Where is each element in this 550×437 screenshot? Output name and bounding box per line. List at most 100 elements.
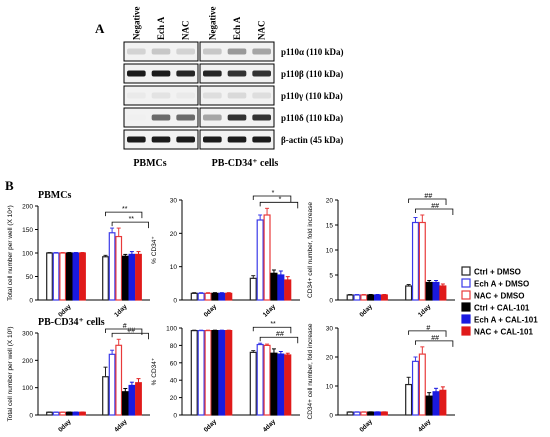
bar bbox=[277, 274, 285, 301]
y-tick-label: 150 bbox=[22, 227, 33, 234]
y-tick-label: 200 bbox=[22, 204, 33, 211]
significance-bracket bbox=[415, 340, 454, 347]
blot-band bbox=[127, 136, 146, 143]
bar bbox=[432, 391, 440, 416]
bar bbox=[135, 253, 142, 301]
legend-label: Ech A + CAL-101 bbox=[474, 316, 538, 325]
blot-band bbox=[252, 114, 271, 121]
blot-band bbox=[227, 92, 247, 99]
blot-band bbox=[127, 48, 146, 55]
bar bbox=[135, 382, 142, 416]
bar bbox=[418, 353, 426, 416]
bar bbox=[346, 294, 354, 301]
bar bbox=[115, 344, 123, 416]
y-axis-label: % CD34⁺ bbox=[151, 236, 158, 264]
bar bbox=[284, 354, 292, 416]
chart-3: 0 100 200 300 Total cell number per well (X … bbox=[7, 323, 150, 434]
bar bbox=[218, 330, 226, 416]
y-axis-label: % CD34⁺ bbox=[151, 358, 158, 386]
protein-label: p110α (110 kDa) bbox=[281, 47, 344, 57]
blot-band bbox=[127, 70, 146, 77]
y-tick-label: 0 bbox=[29, 298, 33, 305]
blot-band bbox=[176, 48, 195, 55]
chart-2: 0 5 10 15 20 CD34+ cell number, fold increase… bbox=[307, 193, 455, 319]
significance-bracket bbox=[408, 330, 447, 337]
blot-band bbox=[252, 48, 271, 55]
protein-label: p110γ (110 kDa) bbox=[281, 91, 343, 101]
blot-band bbox=[203, 48, 222, 55]
bar bbox=[346, 411, 354, 416]
bar bbox=[79, 411, 86, 416]
bar bbox=[263, 214, 271, 301]
y-tick-label: 15 bbox=[326, 223, 334, 230]
blot-band bbox=[176, 136, 195, 143]
blot-band bbox=[203, 114, 222, 121]
chart-0: 0 50 100 150 200 Total cell number per well (… bbox=[7, 204, 150, 319]
significance-label: ** bbox=[122, 206, 128, 213]
y-tick-label: 20 bbox=[170, 231, 178, 238]
significance-label: ** bbox=[129, 216, 135, 223]
group-label-pbmc: PBMCs bbox=[133, 158, 166, 169]
bar bbox=[197, 292, 205, 301]
bar bbox=[121, 391, 129, 416]
bar bbox=[405, 383, 413, 416]
blot-band bbox=[151, 48, 171, 55]
lane-header: Ech A bbox=[156, 16, 166, 40]
row-title-cd34: PB-CD34⁺ cells bbox=[38, 317, 105, 328]
y-tick-label: 10 bbox=[326, 384, 334, 391]
bar bbox=[225, 292, 233, 301]
blot-band bbox=[203, 92, 222, 99]
western-blots bbox=[123, 41, 275, 150]
bar bbox=[115, 235, 123, 301]
protein-labels: p110α (110 kDa) p110β (110 kDa) p110γ (110… bbox=[281, 47, 344, 145]
x-tick-label: 0day bbox=[358, 418, 374, 434]
lane-header: NAC bbox=[181, 21, 191, 41]
blot-band bbox=[227, 136, 247, 143]
bar bbox=[263, 344, 271, 416]
row-title-pbmc: PBMCs bbox=[38, 190, 71, 201]
y-tick-label: 20 bbox=[326, 198, 334, 205]
y-axis-label: CD34+ cell number, fold increase bbox=[307, 323, 314, 419]
bar bbox=[374, 294, 382, 301]
x-tick-label: 4day bbox=[417, 418, 433, 434]
significance-bracket bbox=[111, 221, 149, 229]
y-tick-label: 100 bbox=[22, 251, 33, 258]
bar bbox=[353, 294, 361, 301]
bar bbox=[353, 411, 361, 416]
lane-header: Negative bbox=[131, 7, 141, 41]
bar bbox=[128, 253, 136, 301]
legend-swatch bbox=[461, 326, 471, 336]
y-axis-label: Total cell number per well (X 10³) bbox=[7, 326, 14, 421]
significance-label: # bbox=[123, 323, 127, 330]
y-tick-label: 20 bbox=[326, 355, 334, 362]
y-tick-label: 60 bbox=[170, 360, 178, 367]
blot-band bbox=[227, 114, 247, 121]
bar bbox=[102, 376, 109, 416]
blot-band bbox=[151, 114, 171, 121]
significance-label: * bbox=[272, 190, 275, 197]
panel-a-label: A bbox=[95, 21, 105, 36]
significance-bracket bbox=[408, 198, 447, 205]
significance-label: ## bbox=[276, 331, 284, 338]
significance-label: ## bbox=[431, 203, 439, 210]
bar bbox=[46, 411, 53, 416]
blot-band bbox=[203, 136, 222, 143]
bar bbox=[204, 292, 212, 301]
blot-band bbox=[127, 114, 146, 121]
protein-label: p110β (110 kDa) bbox=[281, 69, 343, 79]
blot-band bbox=[252, 136, 271, 143]
blot-band bbox=[176, 70, 195, 77]
lane-header: NAC bbox=[257, 21, 267, 41]
bar bbox=[65, 411, 73, 416]
bar bbox=[204, 330, 212, 416]
y-tick-label: 10 bbox=[326, 248, 334, 255]
bar bbox=[360, 294, 368, 301]
bar bbox=[59, 411, 67, 416]
bar bbox=[249, 277, 257, 301]
y-tick-label: 10 bbox=[170, 264, 178, 271]
x-tick-label: 0day bbox=[203, 303, 219, 319]
bar bbox=[46, 252, 53, 301]
x-tick-label: 1day bbox=[262, 303, 278, 319]
blot-band bbox=[151, 92, 171, 99]
